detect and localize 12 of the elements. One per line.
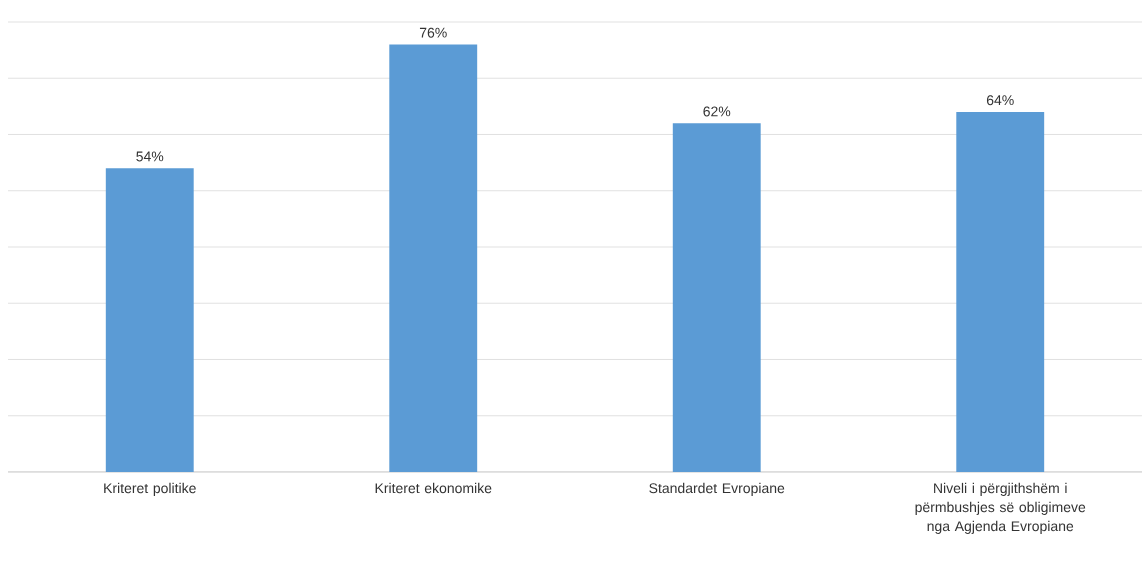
bar xyxy=(105,168,194,472)
data-label: 62% xyxy=(703,106,731,117)
bar xyxy=(389,44,478,472)
x-tick-label: Kriteret ekonomike xyxy=(375,482,492,494)
data-label: 64% xyxy=(986,95,1014,106)
bar xyxy=(672,123,761,472)
bar xyxy=(956,112,1045,472)
x-tick-label: Kriteret politike xyxy=(104,482,196,496)
x-tick-label: Standardet Evropiane xyxy=(649,482,785,496)
data-label: 76% xyxy=(419,27,447,38)
data-label: 54% xyxy=(136,151,164,162)
x-tick-label: Niveli i përgjithshëm i përmbushjes së obligimeve nga Agjenda Evropiane xyxy=(915,482,1086,534)
